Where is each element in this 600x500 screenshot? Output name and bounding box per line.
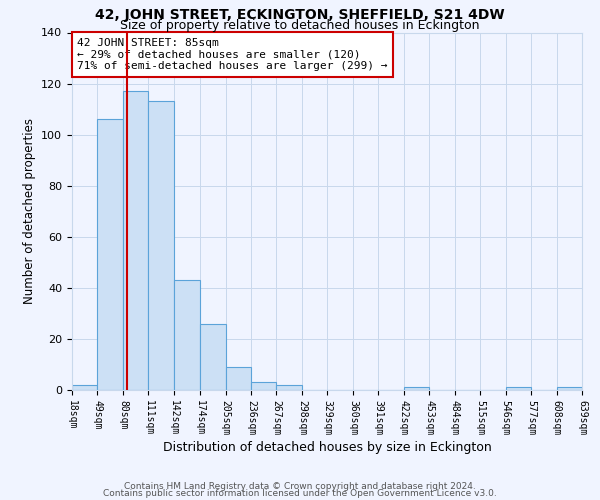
Bar bbox=[251, 382, 277, 390]
Bar bbox=[123, 91, 148, 390]
Bar bbox=[404, 388, 429, 390]
X-axis label: Distribution of detached houses by size in Eckington: Distribution of detached houses by size … bbox=[163, 440, 491, 454]
Bar bbox=[226, 367, 251, 390]
Bar bbox=[200, 324, 226, 390]
Bar bbox=[72, 385, 97, 390]
Text: Size of property relative to detached houses in Eckington: Size of property relative to detached ho… bbox=[120, 19, 480, 32]
Y-axis label: Number of detached properties: Number of detached properties bbox=[23, 118, 35, 304]
Bar bbox=[174, 280, 200, 390]
Text: Contains HM Land Registry data © Crown copyright and database right 2024.: Contains HM Land Registry data © Crown c… bbox=[124, 482, 476, 491]
Bar bbox=[148, 102, 174, 390]
Bar bbox=[506, 388, 531, 390]
Bar bbox=[97, 120, 123, 390]
Bar bbox=[277, 385, 302, 390]
Text: 42, JOHN STREET, ECKINGTON, SHEFFIELD, S21 4DW: 42, JOHN STREET, ECKINGTON, SHEFFIELD, S… bbox=[95, 8, 505, 22]
Bar bbox=[557, 388, 582, 390]
Text: 42 JOHN STREET: 85sqm
← 29% of detached houses are smaller (120)
71% of semi-det: 42 JOHN STREET: 85sqm ← 29% of detached … bbox=[77, 38, 388, 71]
Text: Contains public sector information licensed under the Open Government Licence v3: Contains public sector information licen… bbox=[103, 489, 497, 498]
